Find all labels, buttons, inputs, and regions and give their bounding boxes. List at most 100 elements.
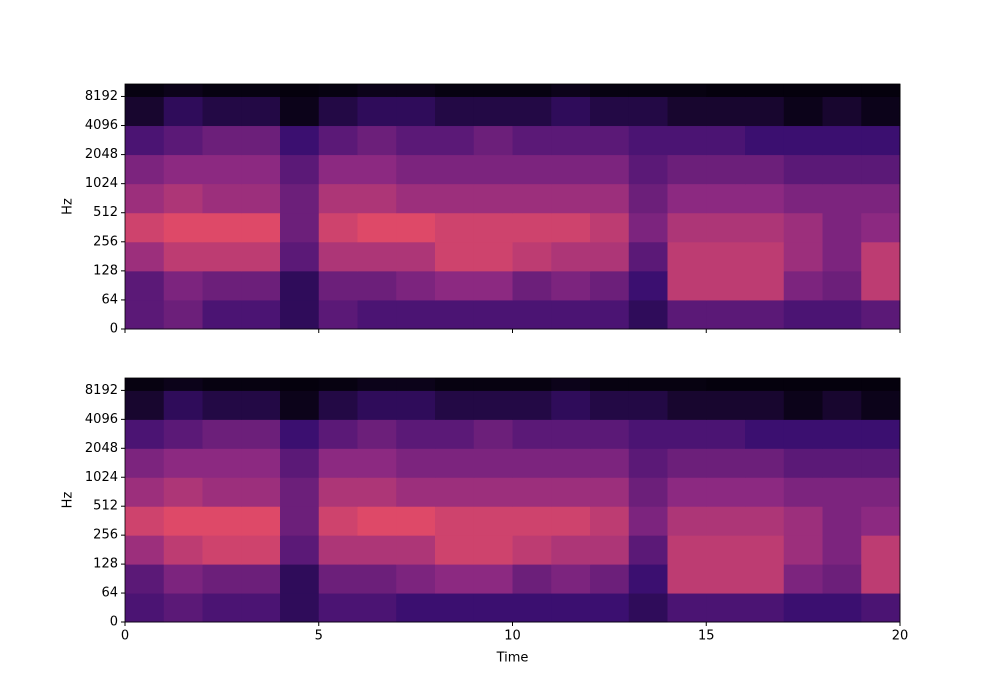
spectrogram-cell <box>241 270 281 301</box>
spectrogram-cell <box>318 593 358 623</box>
spectrogram-cell <box>706 299 746 330</box>
spectrogram-cell <box>783 154 823 185</box>
spectrogram-cell <box>706 506 746 536</box>
spectrogram-cell <box>318 506 358 536</box>
spectrogram-cell <box>163 154 203 185</box>
spectrogram-cell <box>745 535 785 565</box>
spectrogram-cell <box>745 477 785 507</box>
spectrogram-cell <box>435 125 475 156</box>
spectrogram-cell <box>163 593 203 623</box>
spectrogram-cell <box>473 154 513 185</box>
spectrogram-cell <box>706 125 746 156</box>
y-tick-label: 2048 <box>85 441 118 456</box>
spectrogram-cell <box>783 84 823 97</box>
spectrogram-cell <box>512 270 552 301</box>
spectrogram-cell <box>435 593 475 623</box>
spectrogram-cell <box>280 212 320 243</box>
spectrogram-cell <box>396 593 436 623</box>
spectrogram-cell <box>590 378 630 391</box>
spectrogram-cell <box>202 477 242 507</box>
spectrogram-cell <box>241 477 281 507</box>
spectrogram-cell <box>202 535 242 565</box>
spectrogram-cell <box>241 564 281 594</box>
spectrogram-cell <box>628 535 668 565</box>
spectrogram-cell <box>125 212 165 243</box>
spectrogram-cell <box>125 593 165 623</box>
spectrogram-cell <box>163 183 203 214</box>
spectrogram-cell <box>435 183 475 214</box>
spectrogram-cell <box>512 84 552 97</box>
spectrogram-cell <box>861 593 901 623</box>
spectrogram-cell <box>512 535 552 565</box>
spectrogram-cell <box>357 390 397 420</box>
spectrogram-cell <box>318 125 358 156</box>
spectrogram-cell <box>783 564 823 594</box>
spectrogram-cell <box>667 299 707 330</box>
spectrogram-cell <box>473 419 513 449</box>
spectrogram-cell <box>745 241 785 272</box>
spectrogram-cell <box>551 241 591 272</box>
spectrogram-cell <box>822 564 862 594</box>
x-tick-label: 0 <box>121 629 129 644</box>
spectrogram-cell <box>357 241 397 272</box>
spectrogram-cell <box>473 212 513 243</box>
spectrogram-cell <box>628 96 668 127</box>
spectrogram-cell <box>396 506 436 536</box>
spectrogram-cell <box>396 183 436 214</box>
spectrogram-cell <box>202 378 242 391</box>
spectrogram-cell <box>163 96 203 127</box>
spectrogram-cell <box>590 96 630 127</box>
spectrogram-cell <box>628 270 668 301</box>
spectrogram-cell <box>628 299 668 330</box>
spectrogram-cell <box>590 593 630 623</box>
spectrogram-cell <box>783 241 823 272</box>
spectrogram-cell <box>512 564 552 594</box>
spectrogram-cell <box>822 378 862 391</box>
spectrogram-cell <box>551 448 591 478</box>
spectrogram-cell <box>280 390 320 420</box>
spectrogram-cell <box>357 419 397 449</box>
spectrogram-cell <box>783 390 823 420</box>
spectrogram-cell <box>551 212 591 243</box>
spectrogram-cell <box>745 270 785 301</box>
spectrogram-cell <box>745 448 785 478</box>
spectrogram-cell <box>396 96 436 127</box>
spectrogram-cell <box>822 125 862 156</box>
spectrogram-cell <box>435 378 475 391</box>
spectrogram-cell <box>628 390 668 420</box>
y-tick-label: 4096 <box>85 412 118 427</box>
spectrogram-cell <box>396 564 436 594</box>
spectrogram-cell <box>473 564 513 594</box>
spectrogram-cell <box>473 299 513 330</box>
spectrogram-cell <box>822 448 862 478</box>
spectrogram-cell <box>280 241 320 272</box>
spectrogram-cell <box>163 241 203 272</box>
spectrogram-cell <box>318 270 358 301</box>
spectrogram-cell <box>551 390 591 420</box>
spectrogram-cell <box>163 125 203 156</box>
spectrogram-cell <box>706 378 746 391</box>
spectrogram-cell <box>435 506 475 536</box>
spectrogram-cell <box>163 299 203 330</box>
spectrogram-cell <box>706 390 746 420</box>
spectrogram-cell <box>357 477 397 507</box>
x-axis-label: Time <box>496 651 529 666</box>
x-tick-label: 15 <box>698 629 715 644</box>
spectrogram-cell <box>163 270 203 301</box>
spectrogram-cell <box>667 564 707 594</box>
spectrogram-cell <box>590 390 630 420</box>
spectrogram-cell <box>628 125 668 156</box>
y-tick-label: 1024 <box>85 176 118 191</box>
spectrogram-cell <box>512 419 552 449</box>
spectrogram-cell <box>396 270 436 301</box>
y-tick-label: 1024 <box>85 470 118 485</box>
spectrogram-cell <box>396 419 436 449</box>
spectrogram-cell <box>202 154 242 185</box>
spectrogram-cell <box>435 448 475 478</box>
spectrogram-cell <box>512 125 552 156</box>
spectrogram-cell <box>706 419 746 449</box>
spectrogram-cell <box>357 212 397 243</box>
spectrogram-cell <box>667 241 707 272</box>
spectrogram-cell <box>861 448 901 478</box>
spectrogram-cell <box>861 299 901 330</box>
